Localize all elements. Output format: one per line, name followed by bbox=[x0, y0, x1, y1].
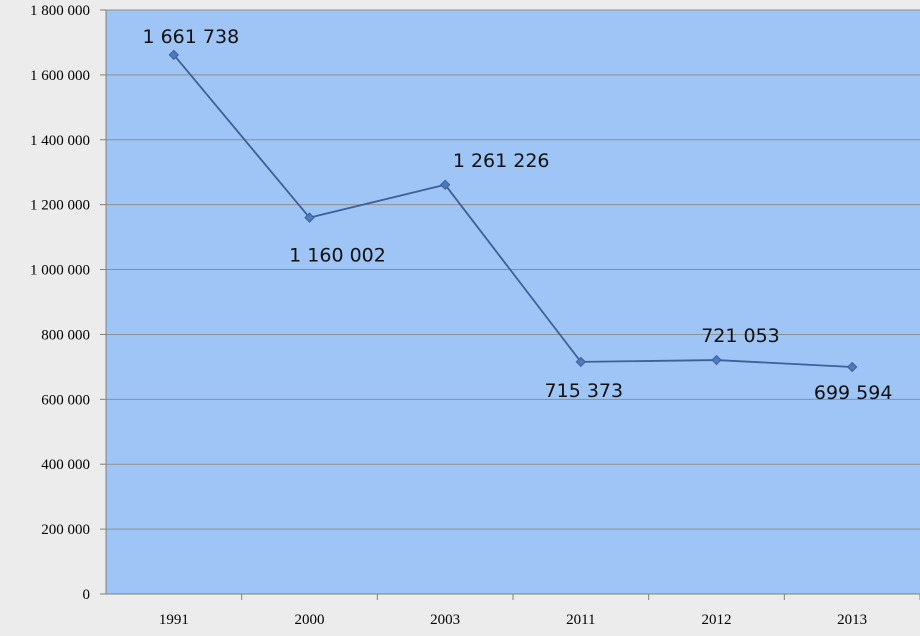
series-polyline bbox=[173, 54, 853, 368]
data-label: 699 594 bbox=[814, 382, 893, 404]
y-tick-label: 1 400 000 bbox=[30, 133, 90, 149]
x-tick-label: 1991 bbox=[159, 612, 189, 628]
data-point-marker bbox=[168, 49, 180, 61]
y-tick-label: 0 bbox=[83, 587, 91, 603]
data-point-marker bbox=[575, 356, 587, 368]
data-label: 1 160 002 bbox=[289, 245, 386, 267]
data-point-marker bbox=[846, 361, 858, 373]
x-tick-label: 2000 bbox=[295, 612, 325, 628]
y-tick-label: 200 000 bbox=[41, 522, 90, 538]
y-tick-label: 800 000 bbox=[41, 327, 90, 343]
series-line bbox=[173, 54, 853, 368]
data-label: 715 373 bbox=[545, 380, 624, 402]
y-tick-label: 1 000 000 bbox=[30, 263, 90, 279]
y-tick-label: 600 000 bbox=[41, 392, 90, 408]
data-label: 721 053 bbox=[701, 325, 780, 347]
plot-background bbox=[106, 10, 920, 594]
plot-area bbox=[106, 10, 920, 594]
y-axis-ticks: 0 200 000 400 000 600 000 800 000 1 000 000 1 … bbox=[30, 3, 106, 603]
data-point-marker bbox=[439, 179, 451, 191]
y-tick-label: 400 000 bbox=[41, 457, 90, 473]
x-axis-ticks: 1991 2000 2003 2011 2012 2013 bbox=[159, 594, 920, 628]
data-label: 1 661 738 bbox=[142, 26, 239, 48]
data-markers bbox=[168, 49, 858, 373]
data-point-marker bbox=[711, 354, 722, 366]
y-tick-label: 1 200 000 bbox=[30, 198, 90, 214]
y-tick-label: 1 600 000 bbox=[30, 68, 90, 84]
gridlines bbox=[106, 9, 920, 530]
y-tick-label: 1 800 000 bbox=[30, 3, 90, 19]
x-tick-label: 2011 bbox=[566, 612, 595, 628]
x-tick-label: 2012 bbox=[702, 612, 732, 628]
data-label: 1 261 226 bbox=[453, 150, 550, 172]
data-labels: 1 661 738 1 160 002 1 261 226 715 373 721 05… bbox=[142, 26, 892, 404]
x-tick-label: 2013 bbox=[837, 612, 867, 628]
x-tick-label: 2003 bbox=[430, 612, 460, 628]
data-point-marker bbox=[304, 212, 315, 223]
